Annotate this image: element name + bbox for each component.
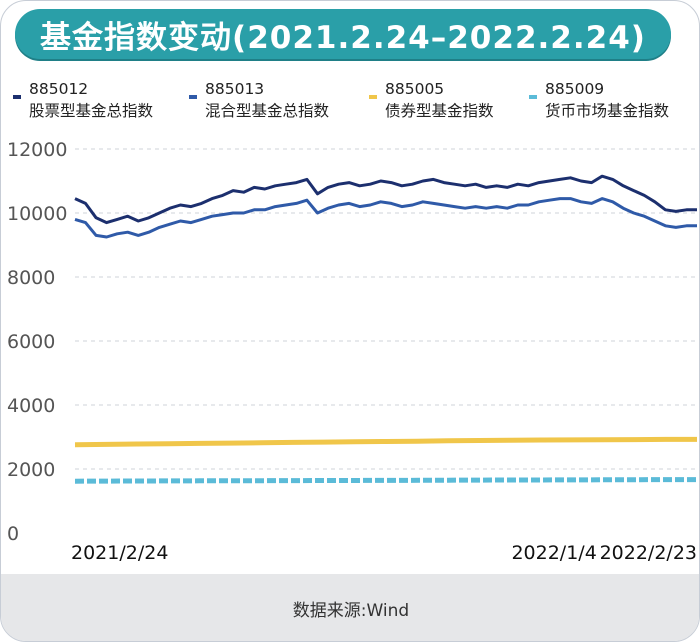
legend-code: 885012 [29,80,89,98]
y-tick-label: 4000 [7,395,55,417]
legend-item-885009: 885009 货币市场基金指数 [529,78,670,122]
chart-title: 基金指数变动(2021.2.24–2022.2.24) [15,9,671,59]
y-tick-label: 6000 [7,331,55,353]
legend-code: 885009 [545,80,605,98]
y-tick-label: 2000 [7,459,55,481]
legend-swatch-885013 [189,95,197,99]
series-line-885012 [74,174,697,225]
legend-code: 885013 [205,80,265,98]
y-tick-label: 8000 [7,267,55,289]
x-tick-label: 2021/2/24 [71,542,168,564]
series-line-885013 [74,197,697,239]
source-note: 数据来源:Wind [1,574,699,641]
x-tick-label: 2022/1/4 [511,542,596,564]
y-tick-label: 10000 [7,203,67,225]
legend-name: 货币市场基金指数 [545,102,670,120]
legend-swatch-885005 [369,95,377,99]
x-tick-label: 2022/2/23 [600,542,697,564]
legend: 885012 股票型基金总指数 885013 混合型基金总指数 885005 债… [1,78,699,128]
legend-swatch-885012 [13,95,21,99]
legend-name: 股票型基金总指数 [29,102,154,120]
legend-swatch-885009 [529,95,537,99]
legend-name: 债券型基金指数 [385,102,494,120]
legend-code: 885005 [385,80,445,98]
legend-item-885013: 885013 混合型基金总指数 [189,78,330,122]
line-chart: 0 2000 4000 6000 8000 10000 12000 2021/2/24 2022… [7,139,698,564]
series-line-885009 [74,477,698,484]
legend-item-885005: 885005 债券型基金指数 [369,78,494,122]
legend-name: 混合型基金总指数 [205,102,330,120]
legend-item-885012: 885012 股票型基金总指数 [13,78,154,122]
y-tick-label: 12000 [7,139,67,161]
series-line-885005 [74,436,697,448]
y-tick-label: 0 [7,523,19,545]
